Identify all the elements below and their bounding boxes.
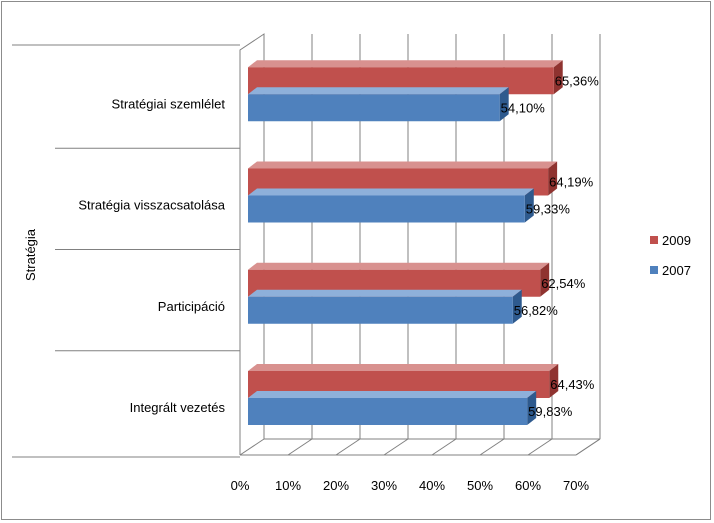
floor-right-edge: [575, 438, 601, 456]
category-label: Stratégiai szemlélet: [112, 96, 226, 111]
data-label: 64,19%: [549, 175, 594, 190]
floor-gridline: [287, 438, 313, 456]
bar-2007-group: [248, 188, 534, 223]
data-label: 65,36%: [555, 73, 600, 88]
tick-label: 70%: [563, 478, 589, 493]
tick-label: 0%: [231, 478, 250, 493]
category-label: Stratégia visszacsatolása: [78, 198, 225, 213]
bar-2007: [248, 94, 500, 122]
bar-top-face: [248, 391, 537, 398]
tick-label: 20%: [323, 478, 349, 493]
data-label: 59,33%: [526, 202, 571, 217]
axis-title: Stratégia: [23, 228, 38, 281]
bar-end-face: [524, 188, 534, 223]
bar-2007-group: [248, 289, 522, 324]
tick-label: 50%: [467, 478, 493, 493]
tick-label: 30%: [371, 478, 397, 493]
bar-end-face: [527, 391, 537, 425]
floor-gridline: [431, 438, 457, 456]
tick-label: 40%: [419, 478, 445, 493]
legend-swatch: [650, 266, 658, 274]
bar-2007: [248, 296, 513, 324]
bar-top-face: [248, 60, 563, 68]
bar-top-face: [248, 161, 558, 169]
bar-2007: [248, 398, 528, 425]
bar-end-face: [549, 364, 559, 398]
bar-top-face: [248, 262, 550, 270]
category-label: Participáció: [158, 299, 225, 314]
bar-2007: [248, 195, 525, 223]
tick-label: 10%: [275, 478, 301, 493]
floor-gridline: [383, 438, 409, 456]
bar-end-face: [540, 262, 550, 297]
bar-end-face: [499, 87, 509, 122]
tick-label: 60%: [515, 478, 541, 493]
bar-end-face: [548, 161, 558, 196]
data-label: 59,83%: [528, 404, 573, 419]
data-label: 56,82%: [514, 303, 559, 318]
bar-top-face: [248, 87, 509, 95]
data-label: 54,10%: [501, 100, 546, 115]
legend-label: 2009: [662, 233, 691, 248]
bar-end-face: [553, 60, 563, 95]
category-label: Integrált vezetés: [130, 400, 226, 415]
floor-gridline: [527, 438, 553, 456]
legend-swatch: [650, 236, 658, 244]
back-wall: [264, 34, 600, 439]
floor-gridline: [479, 438, 505, 456]
bar-2007-group: [248, 391, 537, 425]
legend-label: 2007: [662, 263, 691, 278]
floor-gridline: [239, 438, 265, 456]
side-wall: [239, 33, 265, 455]
bar-top-face: [248, 188, 534, 196]
bar-top-face: [248, 289, 522, 297]
bar-end-face: [512, 289, 522, 324]
floor-gridline: [335, 438, 361, 456]
bar-2007-group: [248, 87, 509, 122]
data-label: 62,54%: [541, 276, 586, 291]
bar-top-face: [248, 364, 559, 371]
data-label: 64,43%: [550, 377, 595, 392]
